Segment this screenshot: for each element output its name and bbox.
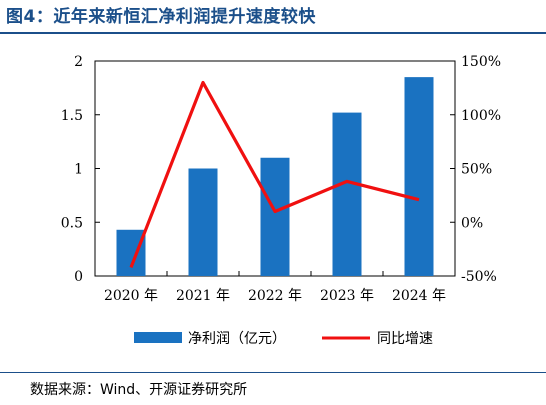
legend: 净利润（亿元） 同比增速 — [134, 331, 433, 347]
profit-bar — [405, 77, 434, 276]
x-axis-tick-label: 2024 年 — [392, 288, 446, 304]
title-divider — [0, 32, 546, 34]
profit-bar — [261, 158, 290, 276]
right-axis-tick-label: 150% — [461, 54, 501, 70]
right-axis-tick-label: 0% — [461, 215, 483, 231]
left-axis-tick-label: 1.5 — [61, 108, 83, 124]
x-axis-tick-label: 2022 年 — [248, 288, 302, 304]
bar-series — [117, 77, 434, 276]
legend-bar-swatch — [134, 332, 182, 343]
profit-bar — [333, 113, 362, 276]
profit-bar — [189, 169, 218, 277]
source-note: 数据来源：Wind、开源证券研究所 — [30, 379, 247, 399]
left-axis-tick-label: 1 — [74, 162, 83, 178]
x-axis-tick-label: 2020 年 — [104, 288, 158, 304]
profit-bar — [117, 230, 146, 276]
left-axis-tick-label: 0 — [74, 269, 83, 285]
x-axis-tick-label: 2023 年 — [320, 288, 374, 304]
left-axis-tick-label: 0.5 — [61, 215, 83, 231]
net-profit-chart: 0 0.5 1 1.5 2 -50% 0% 50% 100% 150% 2020 年 2021 年 20… — [0, 36, 546, 366]
source-divider — [0, 372, 546, 373]
legend-bar-label: 净利润（亿元） — [188, 331, 286, 347]
legend-line-label: 同比增速 — [377, 331, 433, 347]
right-axis-tick-label: 50% — [461, 162, 492, 178]
right-axis-tick-label: -50% — [461, 269, 497, 285]
left-axis-tick-label: 2 — [74, 54, 83, 70]
x-axis-tick-label: 2021 年 — [176, 288, 230, 304]
right-axis-tick-label: 100% — [461, 108, 501, 124]
figure-title: 图4：近年来新恒汇净利润提升速度较快 — [6, 2, 316, 27]
